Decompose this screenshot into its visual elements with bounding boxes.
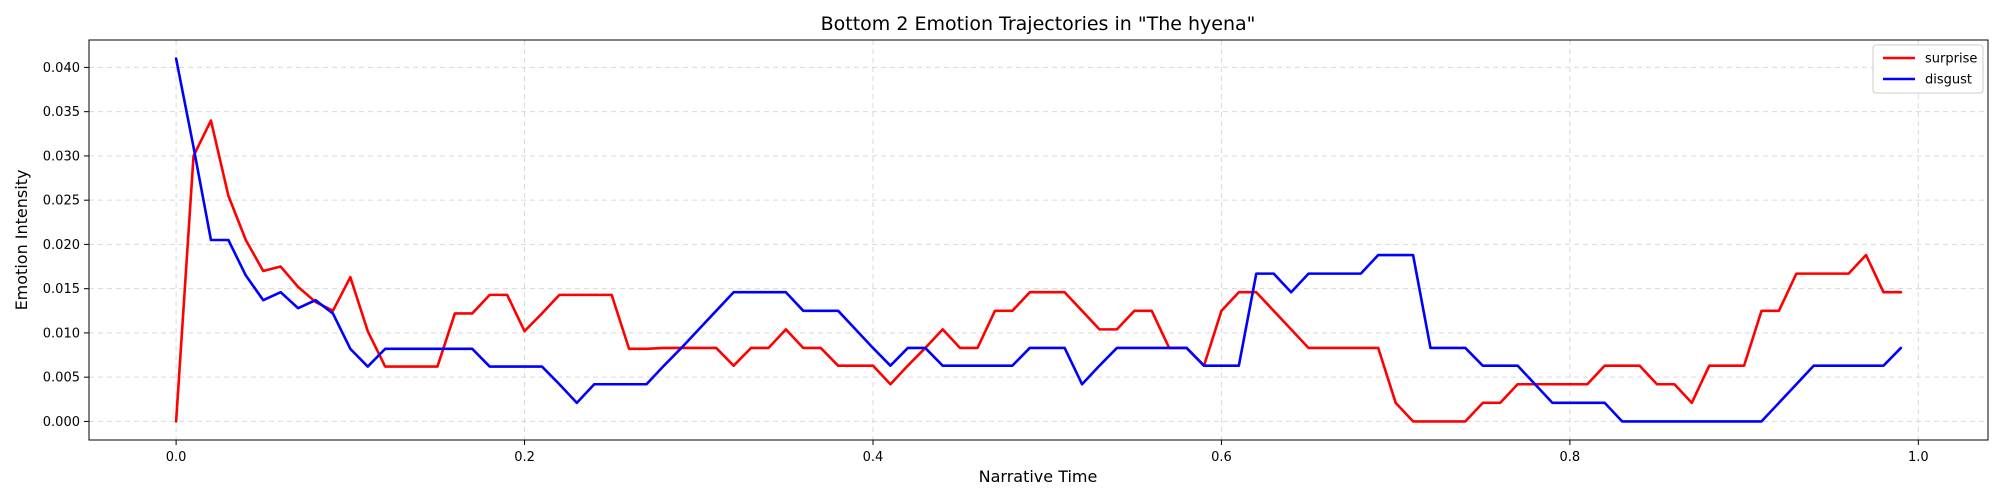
y-tick-label: 0.020 [43,238,80,253]
x-tick-label: 0.8 [1560,450,1581,465]
y-tick-label: 0.035 [43,105,80,120]
y-tick-label: 0.015 [43,282,80,297]
legend: surprise disgust [1872,44,1984,94]
x-tick-label: 0.0 [166,450,187,465]
series-line-surprise [174,119,1903,423]
y-axis-label: Emotion Intensity [12,170,31,311]
y-axis: 0.000 0.005 0.010 0.015 0.020 0.025 0.030 0.035… [43,61,89,430]
grid [89,40,1988,440]
chart-title: Bottom 2 Emotion Trajectories in "The hy… [821,13,1256,35]
x-tick-label: 0.4 [863,450,884,465]
y-tick-label: 0.010 [43,326,80,341]
series-layer [174,57,1903,423]
series-line-disgust [174,57,1903,423]
x-axis: 0.0 0.2 0.4 0.6 0.8 1.0 [166,440,1929,465]
y-tick-label: 0.000 [43,415,80,430]
y-tick-label: 0.040 [43,61,80,76]
x-tick-label: 0.6 [1211,450,1232,465]
y-tick-label: 0.025 [43,194,80,209]
y-tick-label: 0.030 [43,149,80,164]
x-tick-label: 1.0 [1908,450,1929,465]
y-tick-label: 0.005 [43,371,80,386]
legend-label-disgust: disgust [1925,73,1972,88]
x-tick-label: 0.2 [514,450,535,465]
plot-frame [88,39,1989,441]
legend-label-surprise: surprise [1925,52,1977,67]
x-axis-label: Narrative Time [979,467,1098,486]
